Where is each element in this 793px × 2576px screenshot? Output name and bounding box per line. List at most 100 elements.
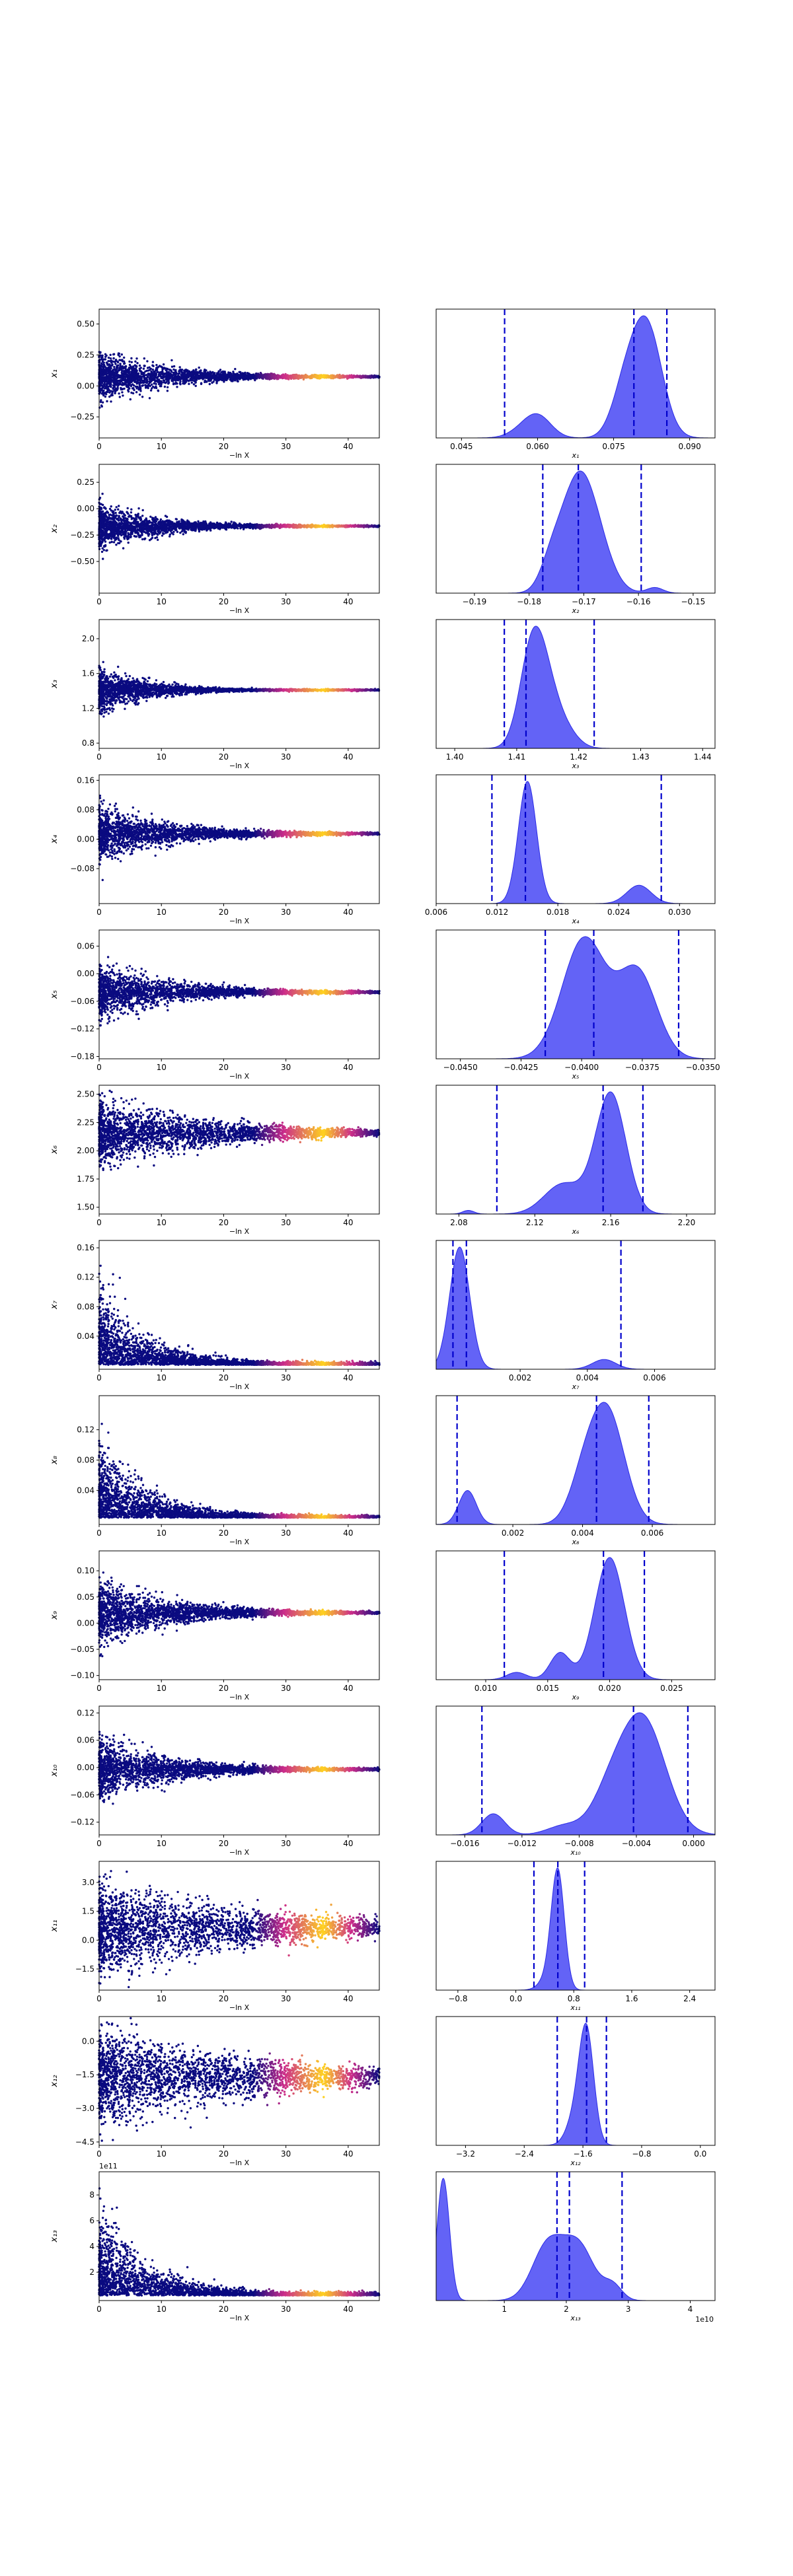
trace-point xyxy=(328,376,330,378)
trace-point xyxy=(135,376,137,378)
trace-point xyxy=(179,532,181,534)
trace-point xyxy=(106,400,108,402)
trace-point xyxy=(127,513,129,515)
trace-point xyxy=(101,493,103,495)
trace-point xyxy=(139,387,141,389)
trace-point xyxy=(124,520,126,522)
trace-point xyxy=(299,375,301,377)
trace-point xyxy=(139,365,141,367)
trace-point xyxy=(266,378,268,380)
trace-point xyxy=(186,377,188,379)
x-tick-label: 30 xyxy=(281,442,291,451)
trace-point xyxy=(206,373,208,375)
trace-point xyxy=(138,526,140,528)
posterior-xlabel: x₁ xyxy=(572,451,580,460)
trace-point xyxy=(186,369,188,371)
trace-point xyxy=(141,538,143,540)
trace-point xyxy=(108,373,110,375)
trace-point xyxy=(116,506,118,508)
trace-point xyxy=(230,378,232,380)
trace-point xyxy=(151,534,153,536)
trace-point xyxy=(106,511,108,513)
trace-point xyxy=(232,371,234,373)
trace-point xyxy=(223,372,225,374)
trace-point xyxy=(102,359,104,361)
trace-point xyxy=(140,379,142,381)
trace-point xyxy=(319,375,321,377)
trace-point xyxy=(120,376,122,378)
trace-point xyxy=(116,365,118,367)
trace-point xyxy=(274,376,276,378)
trace-point xyxy=(161,376,163,378)
trace-point xyxy=(210,372,212,374)
trace-point xyxy=(119,368,121,370)
trace-point xyxy=(238,375,240,377)
trace-point xyxy=(149,373,151,375)
trace-panel-1: 0 10 20 30 400.500.250.00−0.25−ln Xx₁ xyxy=(50,309,381,460)
y-tick-label: 0.25 xyxy=(77,350,94,359)
y-tick-label: 0.50 xyxy=(77,320,94,329)
trace-point xyxy=(114,515,116,517)
trace-point xyxy=(106,373,108,375)
x-tick-label: 0.060 xyxy=(526,442,548,451)
trace-point xyxy=(127,532,129,534)
trace-point xyxy=(200,369,202,371)
trace-point xyxy=(211,382,213,384)
trace-point xyxy=(110,376,112,378)
trace-point xyxy=(114,512,116,514)
trace-point xyxy=(123,372,125,374)
trace-point xyxy=(203,370,205,372)
trace-point xyxy=(200,376,202,378)
trace-point xyxy=(112,357,114,359)
trace-point xyxy=(111,541,113,543)
trace-point xyxy=(120,511,122,513)
trace-points-2 xyxy=(98,493,380,560)
trace-point xyxy=(143,377,145,379)
trace-point xyxy=(109,542,111,544)
trace-point xyxy=(220,378,222,380)
trace-point xyxy=(159,531,161,533)
trace-point xyxy=(305,376,307,378)
trace-point xyxy=(131,518,133,520)
trace-point xyxy=(218,377,220,379)
trace-point xyxy=(285,525,287,527)
trace-point xyxy=(133,381,135,383)
trace-point xyxy=(112,525,114,527)
trace-point xyxy=(116,361,118,363)
trace-point xyxy=(153,386,155,388)
trace-point xyxy=(153,371,155,373)
trace-point xyxy=(204,376,206,378)
trace-point xyxy=(128,385,130,387)
trace-point xyxy=(103,371,105,373)
trace-point xyxy=(163,363,165,365)
trace-point xyxy=(136,381,138,383)
trace-point xyxy=(178,370,180,372)
trace-point xyxy=(219,369,221,371)
trace-point xyxy=(215,378,217,380)
trace-point xyxy=(132,392,134,394)
trace-point xyxy=(219,373,221,375)
trace-point xyxy=(120,540,122,542)
trace-point xyxy=(131,361,133,363)
trace-point xyxy=(100,381,102,383)
trace-point xyxy=(114,509,116,511)
trace-point xyxy=(104,532,106,534)
trace-point xyxy=(296,375,298,376)
trace-point xyxy=(112,390,114,392)
trace-point xyxy=(128,515,130,517)
trace-point xyxy=(126,384,128,386)
trace-point xyxy=(130,376,132,378)
trace-point xyxy=(127,536,129,538)
trace-point xyxy=(127,381,129,383)
trace-point xyxy=(231,520,233,522)
trace-point xyxy=(165,520,167,522)
trace-point xyxy=(106,363,108,365)
trace-point xyxy=(356,375,358,376)
trace-point xyxy=(109,367,111,369)
trace-point xyxy=(107,360,109,362)
trace-point xyxy=(188,383,190,385)
trace-point xyxy=(116,368,118,370)
trace-point xyxy=(126,369,128,371)
trace-point xyxy=(209,383,211,385)
trace-point xyxy=(134,514,136,516)
